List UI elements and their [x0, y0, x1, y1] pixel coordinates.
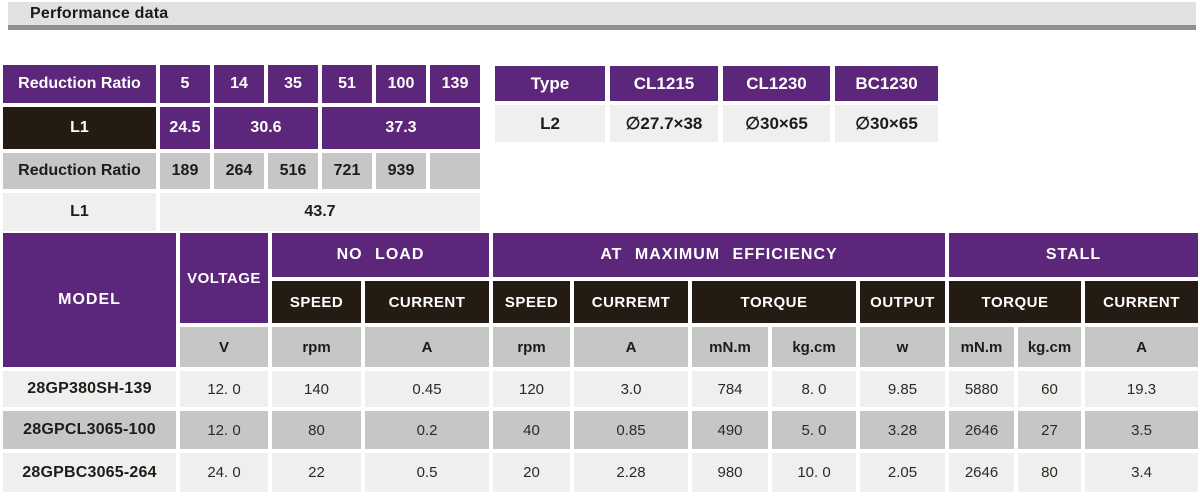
ratio-value: 516: [268, 153, 318, 189]
model-name: 28GP380SH-139: [3, 371, 176, 407]
ratio-value: 189: [160, 153, 210, 189]
l1-label: L1: [3, 107, 156, 149]
unit-max-eff-torque-mnm: mN.m: [692, 327, 768, 367]
group-header-no-load: NO LOAD: [272, 233, 489, 277]
value-max-eff-speed: 20: [493, 453, 570, 492]
voltage-header: VOLTAGE: [180, 233, 268, 323]
value-stall-torque-mnm: 2646: [949, 411, 1014, 449]
value-stall-torque-mnm: 5880: [949, 371, 1014, 407]
value-max-eff-speed: 40: [493, 411, 570, 449]
value-max-eff-torque-mnm: 980: [692, 453, 768, 492]
subheader-stall-torque: TORQUE: [949, 281, 1081, 323]
value-max-eff-speed: 120: [493, 371, 570, 407]
unit-stall-torque-mnm: mN.m: [949, 327, 1014, 367]
value-stall-torque-kgcm: 80: [1018, 453, 1081, 492]
subheader-stall-current: CURRENT: [1085, 281, 1198, 323]
subheader-max-eff-output: OUTPUT: [860, 281, 945, 323]
value-stall-torque-kgcm: 27: [1018, 411, 1081, 449]
unit-no-load-speed: rpm: [272, 327, 361, 367]
value-stall-current: 3.5: [1085, 411, 1198, 449]
unit-stall-torque-kgcm: kg.cm: [1018, 327, 1081, 367]
type-value: CL1215: [610, 66, 718, 101]
value-voltage: 12. 0: [180, 411, 268, 449]
value-stall-torque-mnm: 2646: [949, 453, 1014, 492]
l1-value: 43.7: [160, 193, 480, 231]
type-table: Type CL1215 CL1230 BC1230 L2 ∅27.7×38 ∅3…: [495, 66, 938, 142]
ratio-value: 14: [214, 65, 264, 103]
group-header-stall: STALL: [949, 233, 1198, 277]
value-max-eff-torque-mnm: 784: [692, 371, 768, 407]
value-max-eff-current: 3.0: [574, 371, 688, 407]
subheader-no-load-current: CURRENT: [365, 281, 489, 323]
value-no-load-current: 0.2: [365, 411, 489, 449]
value-no-load-current: 0.45: [365, 371, 489, 407]
section-title: Performance data: [30, 4, 169, 22]
ratio-value: 51: [322, 65, 372, 103]
type-value: CL1230: [723, 66, 830, 101]
subheader-max-eff-speed: SPEED: [493, 281, 570, 323]
value-max-eff-torque-kgcm: 5. 0: [772, 411, 856, 449]
ratio-value: 264: [214, 153, 264, 189]
unit-max-eff-current: A: [574, 327, 688, 367]
unit-voltage: V: [180, 327, 268, 367]
value-max-eff-torque-kgcm: 10. 0: [772, 453, 856, 492]
ratio-value-empty: [430, 153, 480, 189]
subheader-max-eff-torque: TORQUE: [692, 281, 856, 323]
subheader-no-load-speed: SPEED: [272, 281, 361, 323]
value-stall-current: 3.4: [1085, 453, 1198, 492]
ratio-value: 939: [376, 153, 426, 189]
l2-value: ∅30×65: [835, 105, 938, 142]
type-label: Type: [495, 66, 605, 101]
value-voltage: 12. 0: [180, 371, 268, 407]
l2-value: ∅27.7×38: [610, 105, 718, 142]
ratio-value: 721: [322, 153, 372, 189]
ratio-value: 5: [160, 65, 210, 103]
l1-value: 30.6: [214, 107, 318, 149]
model-header: MODEL: [3, 233, 176, 367]
unit-stall-current: A: [1085, 327, 1198, 367]
l2-label: L2: [495, 105, 605, 142]
group-header-max-efficiency: AT MAXIMUM EFFICIENCY: [493, 233, 945, 277]
section-header: Performance data: [8, 2, 1196, 30]
value-stall-current: 19.3: [1085, 371, 1198, 407]
unit-no-load-current: A: [365, 327, 489, 367]
l1-value: 24.5: [160, 107, 210, 149]
reduction-ratio-label: Reduction Ratio: [3, 65, 156, 103]
unit-max-eff-output: w: [860, 327, 945, 367]
value-stall-torque-kgcm: 60: [1018, 371, 1081, 407]
subheader-max-eff-current: CURREMT: [574, 281, 688, 323]
model-name: 28GPBC3065-264: [3, 453, 176, 492]
ratio-value: 100: [376, 65, 426, 103]
value-max-eff-current: 2.28: [574, 453, 688, 492]
value-no-load-speed: 80: [272, 411, 361, 449]
value-no-load-current: 0.5: [365, 453, 489, 492]
reduction-ratio-label: Reduction Ratio: [3, 153, 156, 189]
ratio-value: 35: [268, 65, 318, 103]
value-max-eff-output: 9.85: [860, 371, 945, 407]
ratio-value: 139: [430, 65, 480, 103]
value-no-load-speed: 22: [272, 453, 361, 492]
l1-value: 37.3: [322, 107, 480, 149]
value-max-eff-output: 3.28: [860, 411, 945, 449]
performance-table: MODEL VOLTAGE NO LOAD AT MAXIMUM EFFICIE…: [3, 233, 1198, 492]
type-value: BC1230: [835, 66, 938, 101]
value-voltage: 24. 0: [180, 453, 268, 492]
value-max-eff-torque-kgcm: 8. 0: [772, 371, 856, 407]
unit-max-eff-speed: rpm: [493, 327, 570, 367]
value-max-eff-current: 0.85: [574, 411, 688, 449]
value-no-load-speed: 140: [272, 371, 361, 407]
reduction-ratio-table: Reduction Ratio 5 14 35 51 100 139 L1 24…: [3, 65, 480, 231]
l1-label: L1: [3, 193, 156, 231]
value-max-eff-output: 2.05: [860, 453, 945, 492]
model-name: 28GPCL3065-100: [3, 411, 176, 449]
l2-value: ∅30×65: [723, 105, 830, 142]
unit-max-eff-torque-kgcm: kg.cm: [772, 327, 856, 367]
value-max-eff-torque-mnm: 490: [692, 411, 768, 449]
